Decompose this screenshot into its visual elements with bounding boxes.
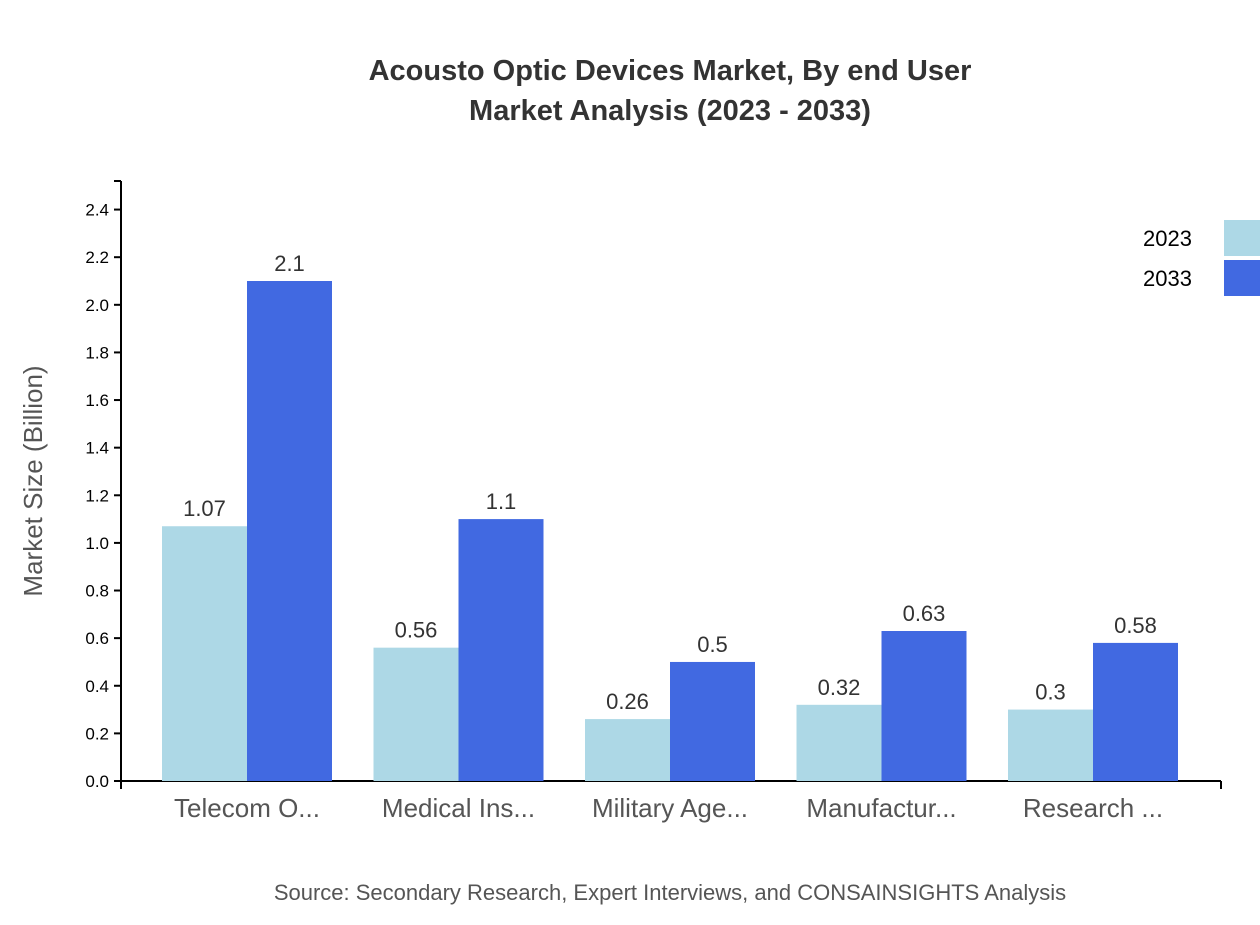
legend-label: 2033 <box>1143 266 1192 291</box>
data-label: 0.63 <box>903 601 946 626</box>
y-axis-label: Market Size (Billion) <box>18 365 48 596</box>
chart-title-line-1: Acousto Optic Devices Market, By end Use… <box>369 55 972 87</box>
y-tick-label: 0.8 <box>85 582 109 601</box>
chart-title-line-2: Market Analysis (2023 - 2033) <box>469 95 871 127</box>
data-label: 0.58 <box>1114 613 1157 638</box>
bar-2023 <box>1008 709 1093 781</box>
bar-2033 <box>458 519 544 781</box>
y-tick-label: 0.4 <box>85 677 109 696</box>
bar-2033 <box>881 631 967 781</box>
data-label: 2.1 <box>274 251 305 276</box>
bar-2033 <box>670 661 755 781</box>
bar-2023 <box>585 719 670 781</box>
x-tick-label: Telecom O... <box>174 793 320 823</box>
y-tick-label: 2.4 <box>85 201 109 220</box>
y-tick-label: 2.2 <box>85 248 109 267</box>
y-tick-label: 1.4 <box>85 439 109 458</box>
legend-swatch-2023 <box>1224 220 1260 256</box>
y-tick-label: 1.0 <box>85 534 109 553</box>
x-tick-label: Military Age... <box>592 793 748 823</box>
legend-label: 2023 <box>1143 226 1192 251</box>
x-tick-label: Research ... <box>1023 793 1163 823</box>
y-tick-label: 0.6 <box>85 629 109 648</box>
data-label: 0.5 <box>697 632 728 657</box>
data-label: 1.07 <box>183 496 226 521</box>
source-note: Source: Secondary Research, Expert Inter… <box>274 880 1066 905</box>
y-tick-label: 0.0 <box>85 772 109 791</box>
y-tick-label: 1.2 <box>85 486 109 505</box>
bar-2033 <box>247 281 332 781</box>
data-label: 0.3 <box>1035 680 1066 705</box>
y-tick-label: 0.2 <box>85 724 109 743</box>
y-tick-label: 1.8 <box>85 343 109 362</box>
y-tick-label: 2.0 <box>85 296 109 315</box>
legend-swatch-2033 <box>1224 260 1260 296</box>
x-tick-label: Medical Ins... <box>382 793 535 823</box>
bar-2033 <box>1093 642 1178 781</box>
data-label: 0.32 <box>818 675 861 700</box>
data-label: 0.26 <box>606 689 649 714</box>
data-label: 0.56 <box>395 618 438 643</box>
y-tick-label: 1.6 <box>85 391 109 410</box>
data-label: 1.1 <box>486 489 517 514</box>
bar-2023 <box>796 704 882 781</box>
bar-2023 <box>373 647 459 781</box>
x-tick-label: Manufactur... <box>806 793 956 823</box>
bar-2023 <box>162 526 247 781</box>
